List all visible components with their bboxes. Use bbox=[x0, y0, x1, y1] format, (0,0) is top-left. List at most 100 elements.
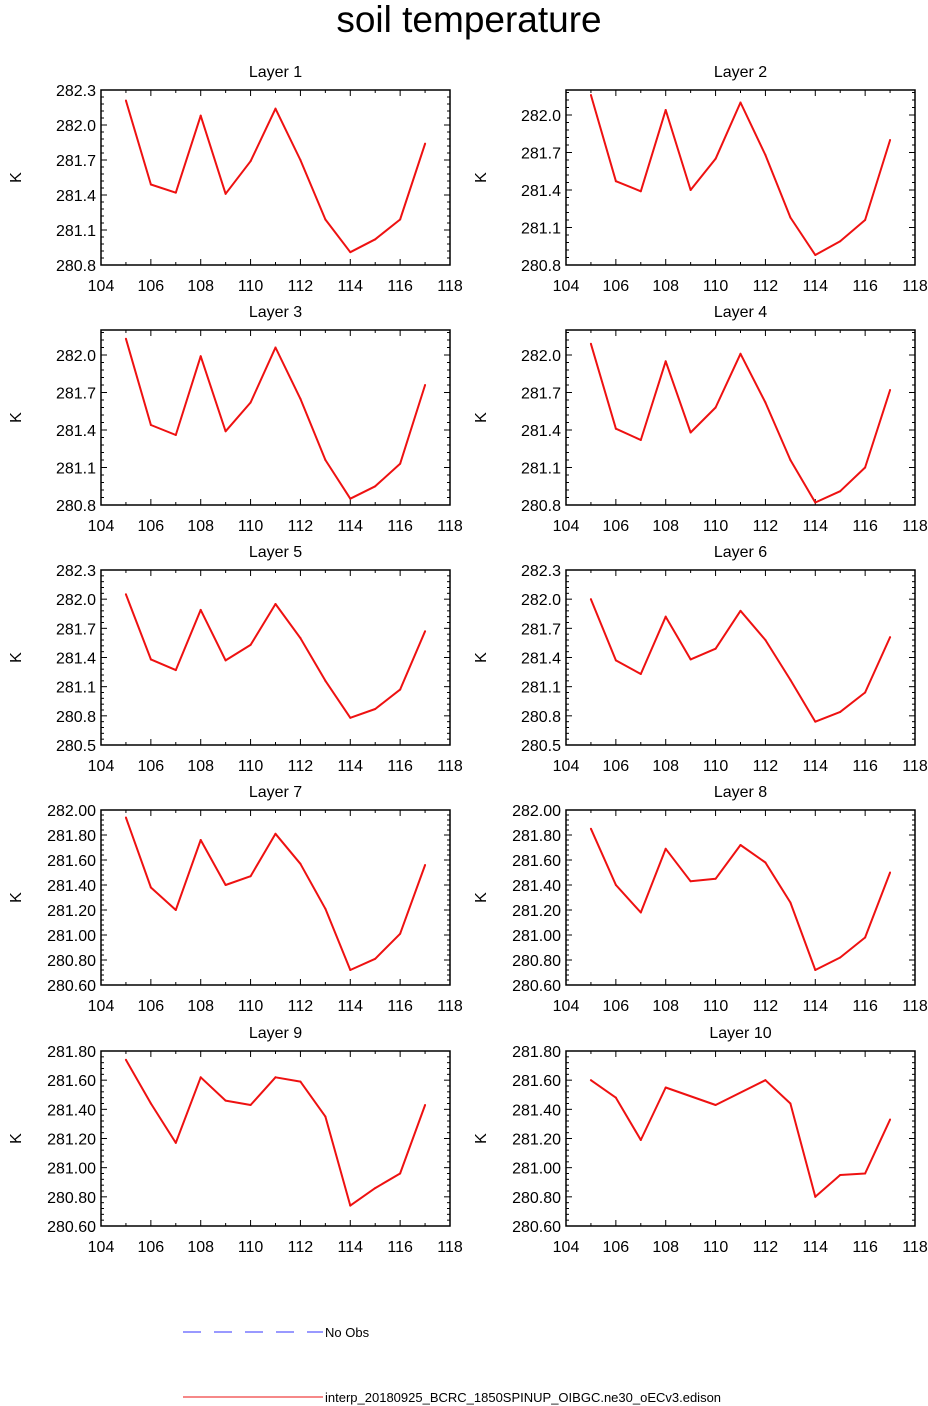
data-point bbox=[889, 871, 892, 874]
y-tick-label: 281.7 bbox=[521, 621, 561, 638]
data-point bbox=[149, 886, 152, 889]
data-point bbox=[864, 466, 867, 469]
data-point bbox=[224, 659, 227, 662]
x-tick-label: 110 bbox=[703, 278, 729, 295]
y-tick-label: 280.5 bbox=[521, 738, 561, 755]
y-tick-label: 281.40 bbox=[47, 878, 96, 895]
data-point bbox=[664, 1086, 667, 1089]
y-axis-label: K bbox=[473, 172, 490, 183]
chart-panel-10: Layer 10 K 104 106 108 110 112 114 116 118 281.80 2… bbox=[473, 1025, 928, 1256]
x-tick-label: 104 bbox=[553, 1239, 580, 1256]
x-tick-label: 118 bbox=[902, 758, 928, 775]
data-point bbox=[889, 1118, 892, 1121]
y-tick-label: 280.80 bbox=[512, 1190, 561, 1207]
x-tick-label: 108 bbox=[187, 1239, 214, 1256]
series-line bbox=[589, 598, 892, 723]
series-line bbox=[590, 1079, 892, 1198]
x-tick-label: 110 bbox=[238, 758, 264, 775]
y-tick-label: 280.80 bbox=[512, 953, 561, 970]
data-point bbox=[174, 669, 177, 672]
data-point bbox=[839, 1173, 842, 1176]
data-point bbox=[764, 1079, 767, 1082]
data-point bbox=[739, 609, 742, 612]
x-tick-label: 118 bbox=[902, 278, 928, 295]
x-tick-label: 114 bbox=[803, 1239, 829, 1256]
data-point bbox=[124, 593, 127, 596]
y-tick-label: 281.00 bbox=[47, 1161, 96, 1178]
x-tick-label: 114 bbox=[338, 518, 364, 535]
data-point bbox=[199, 355, 202, 358]
data-point bbox=[664, 360, 667, 363]
y-tick-label: 281.00 bbox=[512, 928, 561, 945]
x-tick-label: 118 bbox=[902, 998, 928, 1015]
data-point bbox=[424, 630, 427, 633]
series-line bbox=[124, 100, 427, 254]
plot-frame bbox=[565, 569, 916, 746]
plot-frame bbox=[100, 1050, 451, 1227]
y-tick-label: 282.0 bbox=[521, 108, 561, 125]
data-point bbox=[274, 1076, 277, 1079]
y-axis-label: K bbox=[473, 1133, 490, 1144]
data-point bbox=[324, 218, 327, 221]
data-point bbox=[249, 1103, 252, 1106]
y-tick-label: 280.60 bbox=[512, 978, 561, 995]
x-tick-label: 104 bbox=[553, 278, 580, 295]
x-tick-label: 104 bbox=[88, 518, 115, 535]
data-point bbox=[274, 832, 277, 835]
data-point bbox=[789, 459, 792, 461]
series-line bbox=[124, 817, 427, 971]
data-point bbox=[864, 691, 867, 694]
y-tick-label: 280.80 bbox=[47, 953, 96, 970]
series-line bbox=[589, 343, 892, 504]
data-point bbox=[274, 603, 277, 606]
x-tick-label: 106 bbox=[138, 518, 165, 535]
data-point bbox=[864, 1172, 867, 1175]
y-tick-label: 281.4 bbox=[521, 651, 561, 668]
data-point bbox=[739, 352, 742, 355]
data-point bbox=[614, 884, 617, 886]
data-point bbox=[174, 909, 177, 911]
data-point bbox=[249, 643, 252, 646]
data-point bbox=[349, 716, 352, 719]
chart-panel-2: Layer 2 K 104 106 108 110 112 114 116 118 282.0 281… bbox=[473, 64, 928, 295]
legend-label: interp_20180925_BCRC_1850SPINUP_OIBGC.ne… bbox=[325, 1390, 722, 1405]
chart-panel-9: Layer 9 K 104 106 108 110 112 114 116 118 281.80 28… bbox=[8, 1025, 463, 1256]
x-tick-label: 112 bbox=[288, 758, 314, 775]
data-point bbox=[249, 401, 252, 404]
y-axis-label: K bbox=[8, 412, 25, 423]
x-tick-label: 108 bbox=[187, 998, 214, 1015]
data-point bbox=[124, 1058, 127, 1061]
x-tick-label: 104 bbox=[88, 758, 115, 775]
series-line bbox=[125, 1059, 427, 1207]
x-tick-label: 112 bbox=[288, 1239, 314, 1256]
data-point bbox=[374, 238, 377, 241]
data-point bbox=[589, 94, 592, 96]
x-tick-label: 116 bbox=[387, 1239, 413, 1256]
data-point bbox=[124, 337, 127, 340]
data-point bbox=[739, 844, 742, 846]
chart-panel-8: Layer 8 K 104 106 108 110 112 114 116 118 282.00 28… bbox=[473, 784, 928, 1015]
x-tick-label: 114 bbox=[803, 278, 829, 295]
data-point bbox=[249, 160, 252, 163]
data-point bbox=[224, 192, 227, 195]
x-tick-label: 112 bbox=[753, 1239, 779, 1256]
x-tick-label: 118 bbox=[437, 278, 463, 295]
x-tick-label: 116 bbox=[852, 278, 878, 295]
data-point bbox=[124, 99, 127, 102]
y-tick-label: 280.60 bbox=[512, 1219, 561, 1236]
y-tick-label: 281.00 bbox=[512, 1161, 561, 1178]
chart-panel-5: Layer 5 K 104 106 108 110 112 114 116 118 282.3 282… bbox=[8, 544, 463, 775]
data-point bbox=[349, 251, 352, 254]
y-tick-label: 281.1 bbox=[521, 221, 561, 238]
x-tick-label: 104 bbox=[553, 758, 580, 775]
x-tick-label: 106 bbox=[138, 758, 165, 775]
y-tick-label: 281.4 bbox=[56, 188, 96, 205]
data-point bbox=[814, 969, 817, 971]
data-point bbox=[324, 459, 327, 461]
x-tick-label: 110 bbox=[238, 518, 264, 535]
data-point bbox=[639, 1138, 642, 1141]
y-tick-label: 281.4 bbox=[56, 651, 96, 668]
y-tick-label: 282.0 bbox=[56, 118, 96, 135]
data-point bbox=[399, 932, 402, 935]
x-tick-label: 108 bbox=[652, 1239, 679, 1256]
